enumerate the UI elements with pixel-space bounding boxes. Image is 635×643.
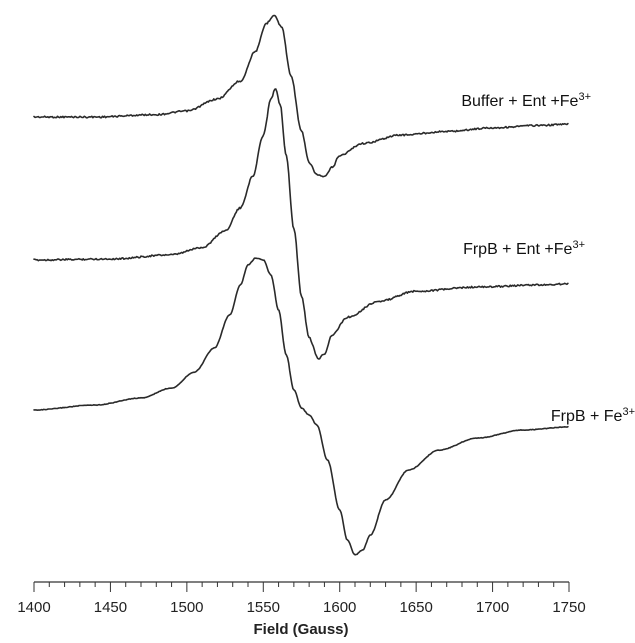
series-trace-1 <box>33 14 569 178</box>
x-tick-label: 1750 <box>552 599 585 616</box>
series-trace-3 <box>33 257 569 556</box>
series-label-1: Buffer + Ent +Fe3+ <box>461 91 591 110</box>
x-tick-label: 1550 <box>247 599 280 616</box>
x-axis-title: Field (Gauss) <box>253 621 348 638</box>
series-label-3: FrpB + Fe3+ <box>551 406 635 425</box>
series-label-superscript: 3+ <box>578 91 591 103</box>
series-label-superscript: 3+ <box>572 239 585 251</box>
trace-layer <box>33 14 569 556</box>
series-label-superscript: 3+ <box>622 406 635 418</box>
x-tick-label: 1600 <box>323 599 356 616</box>
x-tick-label: 1700 <box>476 599 509 616</box>
series-label-text: FrpB + Fe <box>551 408 623 425</box>
x-tick-label: 1500 <box>170 599 203 616</box>
series-label-text: Buffer + Ent +Fe <box>461 93 578 110</box>
series-label-layer: Buffer + Ent +Fe3+FrpB + Ent +Fe3+FrpB +… <box>461 91 635 425</box>
x-tick-label: 1650 <box>399 599 432 616</box>
series-trace-2 <box>33 88 569 360</box>
x-axis: 1400 1450 1500 1550 1600 1650 1700 1750 <box>17 581 586 616</box>
x-tick-label: 1450 <box>94 599 127 616</box>
series-label-2: FrpB + Ent +Fe3+ <box>463 239 585 258</box>
x-tick-label: 1400 <box>17 599 50 616</box>
series-label-text: FrpB + Ent +Fe <box>463 241 572 258</box>
